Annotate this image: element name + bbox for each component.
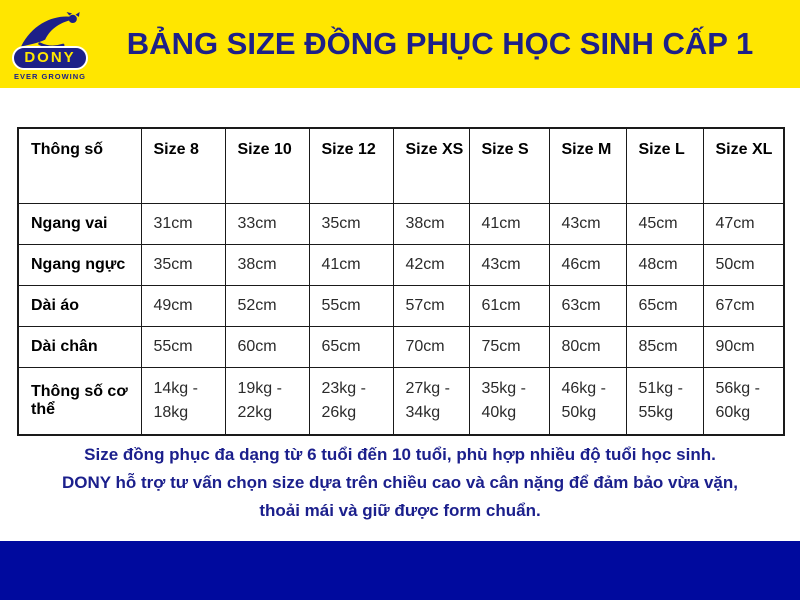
page-title: BẢNG SIZE ĐỒNG PHỤC HỌC SINH CẤP 1 <box>126 26 754 61</box>
row-label: Dài áo <box>17 285 142 327</box>
size-value-cell: 46kg - 50kg <box>548 367 627 436</box>
size-value-cell: 52cm <box>224 285 310 327</box>
footer-note-line: thoải mái và giữ được form chuẩn. <box>259 501 541 520</box>
size-value-cell: 43cm <box>548 203 627 245</box>
size-value-cell: 35cm <box>308 203 394 245</box>
size-value-cell: 38cm <box>224 244 310 286</box>
header-banner: DONY EVER GROWING BẢNG SIZE ĐỒNG PHỤC HỌ… <box>0 0 800 88</box>
size-value-cell: 46cm <box>548 244 627 286</box>
column-header: Size S <box>468 127 550 204</box>
size-value-cell: 70cm <box>392 326 470 368</box>
column-header: Size XS <box>392 127 470 204</box>
column-header: Size 10 <box>224 127 310 204</box>
footer-note-line: Size đồng phục đa dạng từ 6 tuổi đến 10 … <box>84 445 716 464</box>
size-value-cell: 35kg - 40kg <box>468 367 550 436</box>
size-value-cell: 19kg - 22kg <box>224 367 310 436</box>
dony-logo: DONY EVER GROWING <box>0 8 100 81</box>
size-value-cell: 38cm <box>392 203 470 245</box>
column-header: Size XL <box>702 127 785 204</box>
column-header: Size 8 <box>140 127 226 204</box>
size-value-cell: 27kg - 34kg <box>392 367 470 436</box>
column-header: Size M <box>548 127 627 204</box>
size-value-cell: 43cm <box>468 244 550 286</box>
column-header: Size 12 <box>308 127 394 204</box>
size-value-cell: 60cm <box>224 326 310 368</box>
size-value-cell: 65cm <box>625 285 704 327</box>
size-value-cell: 45cm <box>625 203 704 245</box>
table-row: Dài áo 49cm 52cm 55cm 57cm 61cm 63cm 65c… <box>17 285 785 327</box>
size-value-cell: 90cm <box>702 326 785 368</box>
size-value-cell: 51kg - 55kg <box>625 367 704 436</box>
size-value-cell: 80cm <box>548 326 627 368</box>
footer-note: Size đồng phục đa dạng từ 6 tuổi đến 10 … <box>0 441 800 525</box>
size-value-cell: 57cm <box>392 285 470 327</box>
size-value-cell: 55cm <box>140 326 226 368</box>
size-value-cell: 47cm <box>702 203 785 245</box>
size-value-cell: 85cm <box>625 326 704 368</box>
column-header: Thông số <box>17 127 142 204</box>
row-label: Ngang vai <box>17 203 142 245</box>
size-value-cell: 67cm <box>702 285 785 327</box>
size-value-cell: 41cm <box>468 203 550 245</box>
size-value-cell: 42cm <box>392 244 470 286</box>
size-value-cell: 33cm <box>224 203 310 245</box>
size-value-cell: 55cm <box>308 285 394 327</box>
size-value-cell: 35cm <box>140 244 226 286</box>
row-label: Ngang ngực <box>17 244 142 286</box>
size-value-cell: 50cm <box>702 244 785 286</box>
logo-wordmark-pill: DONY <box>12 45 88 70</box>
size-value-cell: 23kg - 26kg <box>308 367 394 436</box>
bottom-bar <box>0 541 800 600</box>
size-value-cell: 49cm <box>140 285 226 327</box>
size-value-cell: 63cm <box>548 285 627 327</box>
logo-wordmark: DONY <box>24 48 76 66</box>
row-label: Dài chân <box>17 326 142 368</box>
size-value-cell: 41cm <box>308 244 394 286</box>
size-value-cell: 65cm <box>308 326 394 368</box>
size-value-cell: 75cm <box>468 326 550 368</box>
table-row: Ngang ngực 35cm 38cm 41cm 42cm 43cm 46cm… <box>17 244 785 286</box>
row-label: Thông số cơ thể <box>17 367 142 436</box>
size-value-cell: 48cm <box>625 244 704 286</box>
table-row: Dài chân 55cm 60cm 65cm 70cm 75cm 80cm 8… <box>17 326 785 368</box>
size-value-cell: 56kg - 60kg <box>702 367 785 436</box>
size-value-cell: 31cm <box>140 203 226 245</box>
footer-note-line: DONY hỗ trợ tư vấn chọn size dựa trên ch… <box>62 473 738 492</box>
table-row: Ngang vai 31cm 33cm 35cm 38cm 41cm 43cm … <box>17 203 785 245</box>
size-table: Thông số Size 8 Size 10 Size 12 Size XS … <box>17 127 785 436</box>
size-value-cell: 61cm <box>468 285 550 327</box>
table-header-row: Thông số Size 8 Size 10 Size 12 Size XS … <box>17 127 785 204</box>
table-row: Thông số cơ thể 14kg - 18kg 19kg - 22kg … <box>17 367 785 436</box>
logo-tagline: EVER GROWING <box>13 71 86 81</box>
column-header: Size L <box>625 127 704 204</box>
size-value-cell: 14kg - 18kg <box>140 367 226 436</box>
